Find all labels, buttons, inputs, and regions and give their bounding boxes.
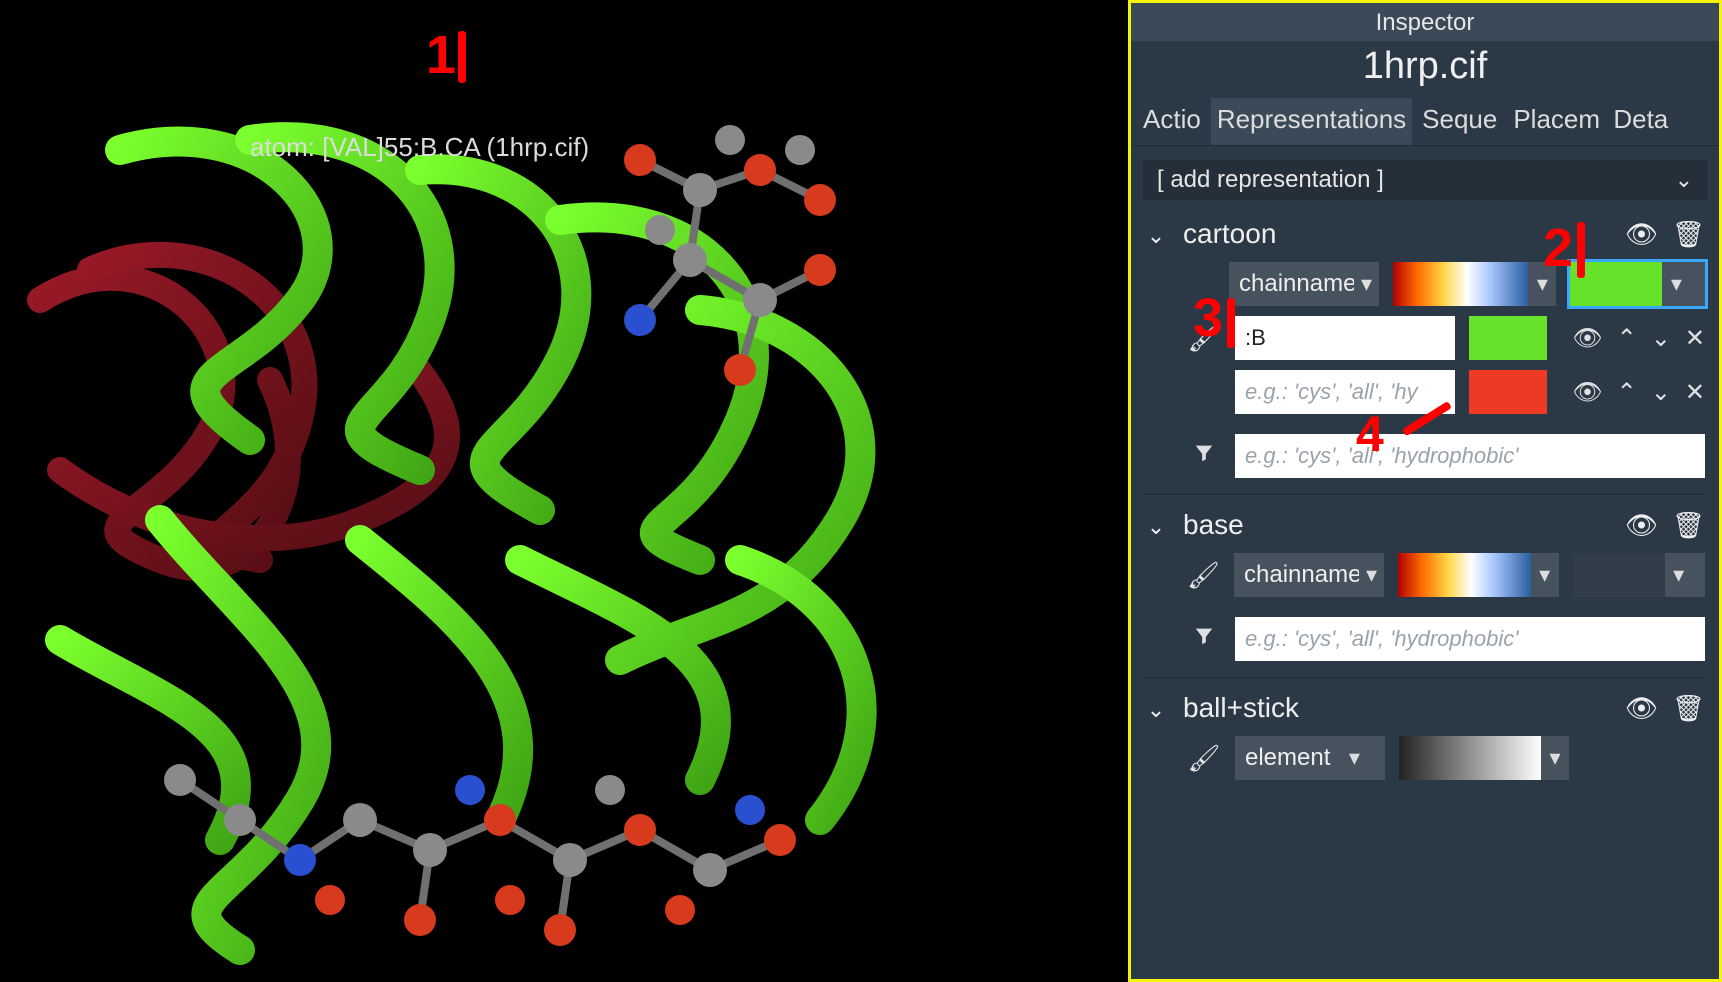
gradient-swatch [1398, 553, 1531, 597]
rep-header-ballstick: ball+stick [1139, 688, 1711, 732]
ballstick-color-controls: element [1139, 732, 1711, 786]
delete-rep-ballstick[interactable] [1672, 693, 1705, 724]
color-picker-base[interactable] [1573, 553, 1705, 597]
move-down-sel2[interactable] [1651, 378, 1671, 407]
rep-name-base: base [1183, 509, 1611, 541]
rep-name-cartoon: cartoon [1183, 218, 1611, 250]
molecule-viewport[interactable]: atom: [VAL]55:B.CA (1hrp.cif) 1 [0, 0, 1128, 982]
selection-input-cartoon-2[interactable] [1235, 370, 1455, 414]
chevron-down-icon [1528, 271, 1556, 297]
base-color-controls: chainname [1139, 549, 1711, 603]
tab-details[interactable]: Deta [1607, 98, 1674, 145]
collapse-toggle-ballstick[interactable] [1143, 692, 1169, 724]
chevron-down-icon [1359, 562, 1384, 588]
chevron-down-icon [1354, 271, 1379, 297]
visibility-toggle-cartoon[interactable] [1625, 219, 1658, 250]
base-filter-row [1139, 613, 1711, 667]
rep-header-cartoon: cartoon [1139, 214, 1711, 258]
separator [1143, 494, 1707, 495]
color-scheme-select-base[interactable]: chainname [1234, 553, 1384, 597]
cartoon-filter-row [1139, 430, 1711, 484]
add-representation-button[interactable]: [ add representation ] [1143, 160, 1707, 200]
color-scheme-select-ballstick[interactable]: element [1235, 736, 1385, 780]
chevron-down-icon [1340, 745, 1368, 771]
tab-actions[interactable]: Actio [1137, 98, 1207, 145]
brush-icon [1187, 323, 1221, 354]
inspector-filename: 1hrp.cif [1131, 41, 1719, 98]
selection-color-2[interactable] [1469, 370, 1547, 414]
move-up-sel2[interactable] [1617, 378, 1637, 407]
inspector-title: Inspector [1131, 3, 1719, 41]
selection-color-1[interactable] [1469, 316, 1547, 360]
color-gradient-select-cartoon[interactable] [1393, 262, 1556, 306]
filter-icon [1187, 442, 1221, 471]
tab-representations[interactable]: Representations [1211, 98, 1412, 145]
gradient-swatch [1393, 262, 1528, 306]
color-gradient-select-ballstick[interactable] [1399, 736, 1569, 780]
color-swatch-empty [1573, 553, 1665, 597]
delete-rep-cartoon[interactable] [1672, 219, 1705, 250]
chevron-down-icon [1541, 745, 1569, 771]
chevron-down-icon [1531, 562, 1559, 588]
collapse-toggle-cartoon[interactable] [1143, 218, 1169, 250]
move-down-sel1[interactable] [1651, 324, 1671, 353]
move-up-sel1[interactable] [1617, 324, 1637, 353]
inspector-panel: Inspector 1hrp.cif Actio Representations… [1128, 0, 1722, 982]
atom-hover-label: atom: [VAL]55:B.CA (1hrp.cif) [250, 132, 589, 163]
collapse-toggle-base[interactable] [1143, 509, 1169, 541]
cartoon-selection-row-2 [1139, 366, 1711, 420]
add-representation-label: [ add representation ] [1157, 166, 1384, 194]
visibility-toggle-sel2[interactable] [1572, 378, 1602, 407]
visibility-toggle-ballstick[interactable] [1625, 693, 1658, 724]
remove-sel1[interactable] [1685, 324, 1705, 353]
tab-placement[interactable]: Placem [1507, 98, 1603, 145]
delete-rep-base[interactable] [1672, 510, 1705, 541]
brush-icon [1187, 743, 1221, 774]
rep-header-base: base [1139, 505, 1711, 549]
color-gradient-select-base[interactable] [1398, 553, 1559, 597]
separator [1143, 677, 1707, 678]
cartoon-color-controls: chainname [1139, 258, 1711, 312]
tab-sequence[interactable]: Seque [1416, 98, 1503, 145]
rep-name-ballstick: ball+stick [1183, 692, 1611, 724]
color-picker-cartoon[interactable] [1570, 262, 1705, 306]
chevron-down-icon [1675, 166, 1693, 194]
filter-input-base[interactable] [1235, 617, 1705, 661]
color-swatch-green [1570, 262, 1662, 306]
color-scheme-select-cartoon[interactable]: chainname [1229, 262, 1379, 306]
visibility-toggle-base[interactable] [1625, 510, 1658, 541]
inspector-tabs: Actio Representations Seque Placem Deta [1131, 98, 1719, 146]
cartoon-selection-row-1 [1139, 312, 1711, 366]
filter-icon [1187, 625, 1221, 654]
gradient-swatch-bw [1399, 736, 1541, 780]
chevron-down-icon [1665, 562, 1693, 588]
brush-icon [1187, 560, 1220, 591]
selection-input-cartoon-1[interactable] [1235, 316, 1455, 360]
remove-sel2[interactable] [1685, 378, 1705, 407]
representations-panel: [ add representation ] cartoon chainname [1131, 146, 1719, 979]
chevron-down-icon [1662, 271, 1690, 297]
visibility-toggle-sel1[interactable] [1572, 324, 1602, 353]
filter-input-cartoon[interactable] [1235, 434, 1705, 478]
